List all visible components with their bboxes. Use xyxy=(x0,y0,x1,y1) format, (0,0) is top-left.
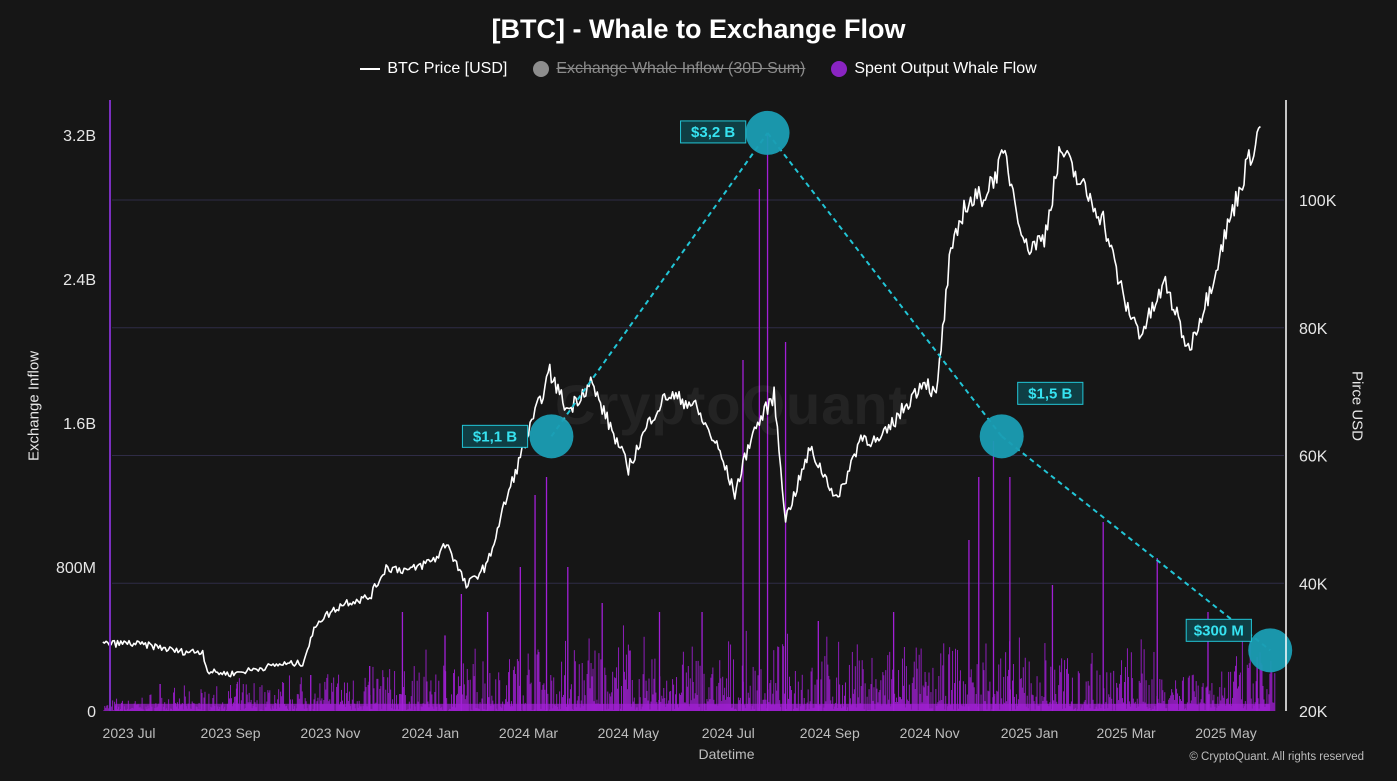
right-tick-label: 80K xyxy=(1299,321,1328,338)
legend-price-label: BTC Price [USD] xyxy=(387,60,508,77)
spent-bar-base xyxy=(115,703,1270,711)
right-tick-label: 60K xyxy=(1299,449,1328,466)
chart-title: [BTC] - Whale to Exchange Flow xyxy=(491,14,906,44)
annotation-label: $300 M xyxy=(1194,622,1244,639)
annotation-marker xyxy=(529,414,574,459)
circle-swatch-icon xyxy=(831,61,848,77)
annotation-marker xyxy=(1248,628,1293,673)
copyright-text: © CryptoQuant. All rights reserved xyxy=(1189,751,1364,763)
x-tick-label: 2024 May xyxy=(598,725,659,741)
right-axis-title: Pirce USD xyxy=(1348,370,1366,442)
legend-item-spent[interactable]: Spent Output Whale Flow xyxy=(831,60,1037,78)
x-tick-label: 2025 Jan xyxy=(1001,725,1059,741)
annotation-label-box xyxy=(1185,618,1252,642)
axes: 0 800M 1.6B 2.4B 3.2B 20K 40K 60K 80K 100K 2023 Ju… xyxy=(56,100,1337,741)
watermark: CryptoQuant xyxy=(555,373,909,436)
annotation-label-box xyxy=(461,424,529,448)
annotation-label: $3,2 B xyxy=(691,124,735,141)
x-tick-label: 2024 Sep xyxy=(800,725,860,741)
annotation-label: $1,5 B xyxy=(1028,385,1072,402)
annotations-layer: $1,1 B $3,2 B $1,5 B $300 M xyxy=(461,110,1293,673)
legend-item-inflow[interactable]: Exchange Whale Inflow (30D Sum) xyxy=(533,60,805,78)
x-tick-label: 2023 Nov xyxy=(300,725,360,741)
line-swatch-icon xyxy=(360,68,381,70)
left-tick-label: 2.4B xyxy=(63,272,96,289)
annotation-connector xyxy=(1001,435,1271,652)
left-tick-label: 1.6B xyxy=(63,416,96,433)
right-tick-label: 40K xyxy=(1299,576,1328,593)
x-tick-label: 2024 Jan xyxy=(401,725,459,741)
price-line-layer xyxy=(102,125,1261,678)
x-tick-label: 2024 Mar xyxy=(499,725,558,741)
circle-swatch-icon xyxy=(533,61,550,77)
annotation-marker xyxy=(745,110,790,155)
right-tick-label: 100K xyxy=(1299,193,1337,210)
annotation-label: $1,1 B xyxy=(473,428,517,445)
x-tick-label: 2024 Jul xyxy=(702,725,755,741)
x-tick-label: 2025 May xyxy=(1195,725,1256,741)
x-tick-label: 2025 Mar xyxy=(1097,725,1156,741)
x-tick-label: 2024 Nov xyxy=(900,725,960,741)
annotation-connector xyxy=(550,132,769,437)
spent-output-bars xyxy=(102,135,1276,711)
right-tick-label: 20K xyxy=(1299,704,1328,721)
legend-inflow-label: Exchange Whale Inflow (30D Sum) xyxy=(556,60,806,77)
btc-price-line xyxy=(102,125,1261,678)
annotation-marker xyxy=(979,414,1024,459)
left-axis-title: Exchange Inflow xyxy=(25,350,43,462)
annotation-connector xyxy=(766,132,1003,437)
legend-spent-label: Spent Output Whale Flow xyxy=(854,60,1037,77)
x-axis-title: Datetime xyxy=(698,746,755,762)
legend: BTC Price [USD] Exchange Whale Inflow (3… xyxy=(0,60,1397,78)
left-tick-label: 0 xyxy=(87,704,96,721)
left-tick-label: 3.2B xyxy=(63,128,96,145)
legend-item-price[interactable]: BTC Price [USD] xyxy=(360,60,507,78)
annotation-label-box xyxy=(680,120,747,144)
x-tick-label: 2023 Sep xyxy=(201,725,261,741)
x-tick-label: 2023 Jul xyxy=(103,725,156,741)
annotation-label-box xyxy=(1017,381,1084,405)
left-tick-label: 800M xyxy=(56,560,96,577)
